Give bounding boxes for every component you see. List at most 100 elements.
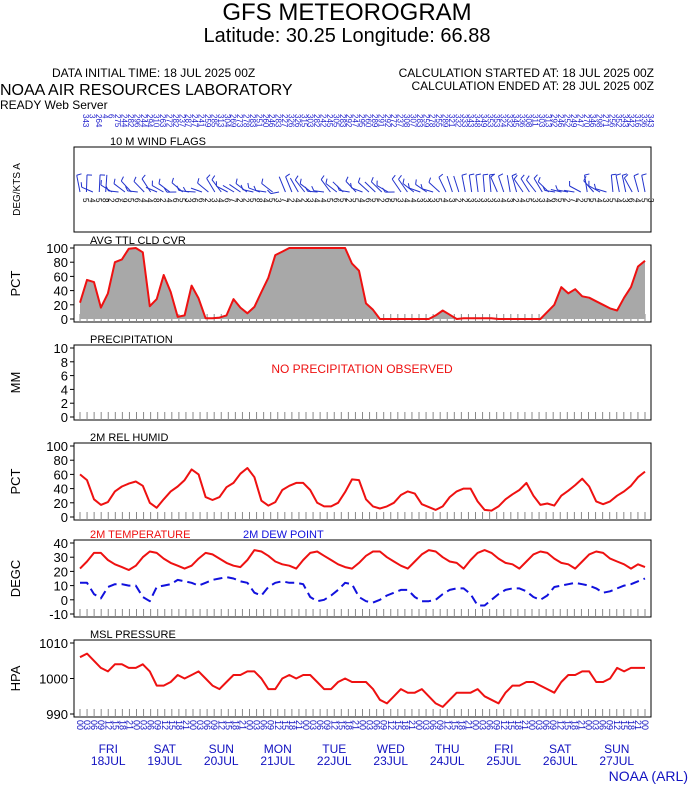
wind-speed-label: 9 [120, 198, 129, 203]
wind-barb-feather [513, 174, 518, 180]
wind-speed-label: 3 [530, 198, 539, 203]
wind-speed-label: 5 [389, 198, 398, 203]
wind-barb [206, 178, 216, 193]
day-name: FRI [99, 742, 118, 756]
wind-speed-label: 6 [383, 198, 392, 203]
hour-label: 06 [89, 720, 99, 730]
wind-direction-label: 251 [254, 114, 263, 128]
wind-direction-label: 291 [376, 114, 385, 128]
wind-barb-feather [304, 186, 309, 192]
day-date: 23JUL [373, 754, 408, 768]
day-name: SAT [154, 742, 177, 756]
wind-barb-feather [622, 173, 628, 176]
wind-direction-label: 296 [132, 114, 141, 128]
wind-barb [446, 175, 453, 193]
wind-barb [563, 189, 575, 193]
page-title: GFS METEOROGRAM [222, 0, 472, 26]
wind-speed-label: 3 [306, 198, 315, 203]
wind-barb [498, 175, 505, 193]
wind-direction-label: 332 [453, 114, 462, 128]
wind-barb [351, 187, 363, 193]
day-date: 21JUL [260, 754, 295, 768]
wind-barb [422, 188, 434, 193]
precip-ytick-label: 0 [61, 410, 68, 425]
wind-direction-label: 6 [107, 114, 116, 119]
wind-barb-feather [294, 175, 299, 181]
wind-barb-feather [125, 186, 129, 192]
wind-barb-feather [593, 183, 597, 189]
wind-barb-feather [120, 176, 124, 182]
hour-label: 12 [499, 720, 509, 730]
hour-label: 03 [478, 720, 488, 730]
wind-speed-label: 2 [511, 198, 520, 203]
hour-label: 06 [598, 720, 608, 730]
wind-barb-feather [253, 185, 257, 191]
temp-ytick-label: -10 [49, 607, 68, 622]
wind-barb-feather [583, 176, 587, 181]
hour-label: 03 [365, 720, 375, 730]
wind-barb [544, 190, 556, 193]
wind-barb [120, 180, 132, 193]
wind-direction-label: 352 [614, 114, 623, 128]
wind-barb-feather [357, 177, 361, 183]
wind-direction-label: 237 [396, 114, 405, 128]
temp-ylabel: DEGC [8, 560, 23, 598]
wind-barb [127, 190, 138, 193]
wind-speed-label: 2 [107, 198, 116, 203]
day-name: MON [264, 742, 292, 756]
wind-speed-label: 3 [620, 198, 629, 203]
rh-ytick-label: 80 [54, 453, 68, 468]
hour-label: 00 [75, 720, 85, 730]
wind-barb-feather [537, 176, 541, 182]
wind-speed-label: 4 [261, 198, 270, 203]
wind-direction-label: 292 [383, 114, 392, 128]
wind-barb [145, 186, 158, 193]
hour-label: 06 [541, 720, 551, 730]
hour-label: 18 [456, 720, 466, 730]
wind-direction-label: 332 [505, 114, 514, 128]
wind-speed-label: 5 [434, 198, 443, 203]
hour-label: 12 [329, 720, 339, 730]
wind-barb [339, 189, 350, 193]
wind-direction-label: 310 [152, 114, 161, 128]
wind-barb [520, 178, 530, 193]
temp-line [79, 549, 646, 571]
wind-direction-label: 348 [473, 114, 482, 128]
wind-barb [152, 185, 164, 193]
wind-direction-label: 285 [209, 114, 218, 128]
wind-speed-label: 5 [177, 198, 186, 203]
wind-barb [105, 174, 108, 193]
hour-label: 15 [280, 720, 290, 730]
wind-barb [610, 174, 614, 193]
hour-label: 09 [153, 720, 163, 730]
wind-direction-label: 343 [646, 114, 655, 128]
hour-label: 18 [513, 720, 523, 730]
lab-name: NOAA AIR RESOURCES LABORATORY [0, 82, 293, 99]
wind-direction-label: 308 [402, 114, 411, 128]
wind-barb [261, 183, 273, 193]
wind-direction-label: 336 [640, 114, 649, 128]
no-precip-note: NO PRECIPITATION OBSERVED [271, 362, 453, 376]
hour-label: 09 [548, 720, 558, 730]
day-date: 19JUL [147, 754, 182, 768]
hour-label: 18 [117, 720, 127, 730]
wind-barb [415, 184, 427, 193]
hour-label: 03 [139, 720, 149, 730]
wind-speed-label: 2 [563, 198, 572, 203]
wind-barb [489, 174, 492, 193]
rh-ytick-label: 100 [46, 439, 68, 454]
wind-direction-label: 292 [550, 114, 559, 128]
wind-barb-feather [176, 185, 180, 191]
hour-label: 06 [372, 720, 382, 730]
hour-label: 21 [520, 720, 530, 730]
wind-direction-label: 305 [331, 114, 340, 128]
wind-speed-label: 4 [145, 198, 154, 203]
wind-barb [190, 187, 203, 193]
wind-barb-feather [133, 176, 137, 182]
wind-direction-label: 294 [145, 114, 154, 128]
wind-speed-label: 3 [473, 198, 482, 203]
wind-direction-label: 3 [87, 114, 96, 119]
wind-speed-label: 4 [139, 198, 148, 203]
cloud-ytick-label: 80 [54, 255, 68, 270]
